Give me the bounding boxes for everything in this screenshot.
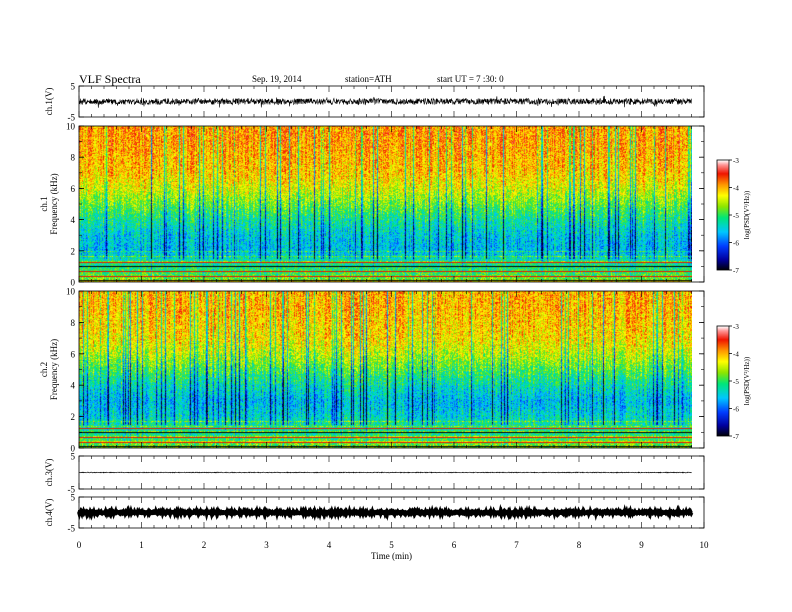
x-tick-label: 3 — [264, 540, 269, 550]
station-label: station=ATH — [345, 74, 392, 84]
y-tick-label: 8 — [71, 318, 76, 328]
colorbar-label: log(PSD(V²/Hz)) — [743, 356, 751, 405]
waveform-trace — [78, 471, 692, 474]
x-tick-label: 5 — [389, 540, 394, 550]
colorbar-tick-label: -7 — [733, 433, 739, 441]
y-axis-label: ch.4(V) — [44, 499, 54, 527]
y-tick-label: -5 — [68, 113, 76, 123]
x-tick-label: 7 — [514, 540, 519, 550]
colorbar-tick-label: -5 — [733, 378, 739, 386]
plot-data — [77, 95, 729, 522]
y-tick-label: 10 — [66, 122, 76, 132]
waveform-trace — [77, 503, 694, 522]
x-tick-label: 1 — [139, 540, 144, 550]
y-axis-label: ch.2 — [39, 362, 49, 377]
spectrogram-image — [79, 291, 692, 448]
figure-title: VLF Spectra — [79, 72, 141, 86]
start-time-label: start UT = 7 :30: 0 — [437, 74, 504, 84]
plot-labels: -55ch.1(V)-7-6-5-4-3log(PSD(V²/Hz))02468… — [39, 82, 751, 562]
colorbar-tick-label: -3 — [733, 323, 739, 331]
colorbar-tick-label: -6 — [733, 240, 739, 248]
observation-date: Sep. 19, 2014 — [252, 74, 302, 84]
y-tick-label: 5 — [71, 452, 76, 462]
y-axis-label: Frequency (kHz) — [49, 173, 59, 234]
x-axis-label: Time (min) — [371, 551, 412, 561]
colorbar-label: log(PSD(V²/Hz)) — [743, 190, 751, 239]
y-tick-label: 10 — [66, 287, 76, 297]
y-axis-label: Frequency (kHz) — [49, 339, 59, 400]
x-tick-label: 4 — [327, 540, 332, 550]
x-tick-label: 10 — [700, 540, 710, 550]
y-tick-label: -5 — [68, 524, 76, 534]
x-tick-label: 2 — [202, 540, 207, 550]
colorbar-tick-label: -4 — [733, 185, 739, 193]
y-axis-label: ch.3(V) — [44, 459, 54, 487]
y-tick-label: -5 — [68, 485, 76, 495]
x-tick-label: 6 — [452, 540, 457, 550]
colorbar-image — [717, 160, 729, 270]
plot-frames — [78, 85, 732, 529]
y-tick-label: 2 — [71, 412, 76, 422]
x-tick-label: 0 — [77, 540, 82, 550]
colorbar-tick-label: -5 — [733, 212, 739, 220]
colorbar-tick-label: -7 — [733, 267, 739, 275]
y-tick-label: 4 — [71, 381, 76, 391]
x-tick-label: 9 — [639, 540, 644, 550]
y-tick-label: 0 — [71, 444, 76, 454]
y-tick-label: 5 — [71, 82, 76, 92]
y-tick-label: 4 — [71, 215, 76, 225]
x-tick-label: 8 — [577, 540, 582, 550]
colorbar-tick-label: -3 — [733, 157, 739, 165]
y-axis-label: ch.1(V) — [44, 88, 54, 116]
y-tick-label: 6 — [71, 184, 76, 194]
y-axis-label: ch.1 — [39, 196, 49, 211]
spectrogram-image — [79, 126, 692, 282]
waveform-trace — [78, 95, 692, 108]
y-tick-label: 6 — [71, 349, 76, 359]
colorbar-tick-label: -6 — [733, 406, 739, 414]
colorbar-image — [717, 326, 729, 436]
y-tick-label: 0 — [71, 278, 76, 288]
colorbar-tick-label: -4 — [733, 351, 739, 359]
y-tick-label: 2 — [71, 246, 76, 256]
y-tick-label: 8 — [71, 153, 76, 163]
y-tick-label: 5 — [71, 493, 76, 503]
